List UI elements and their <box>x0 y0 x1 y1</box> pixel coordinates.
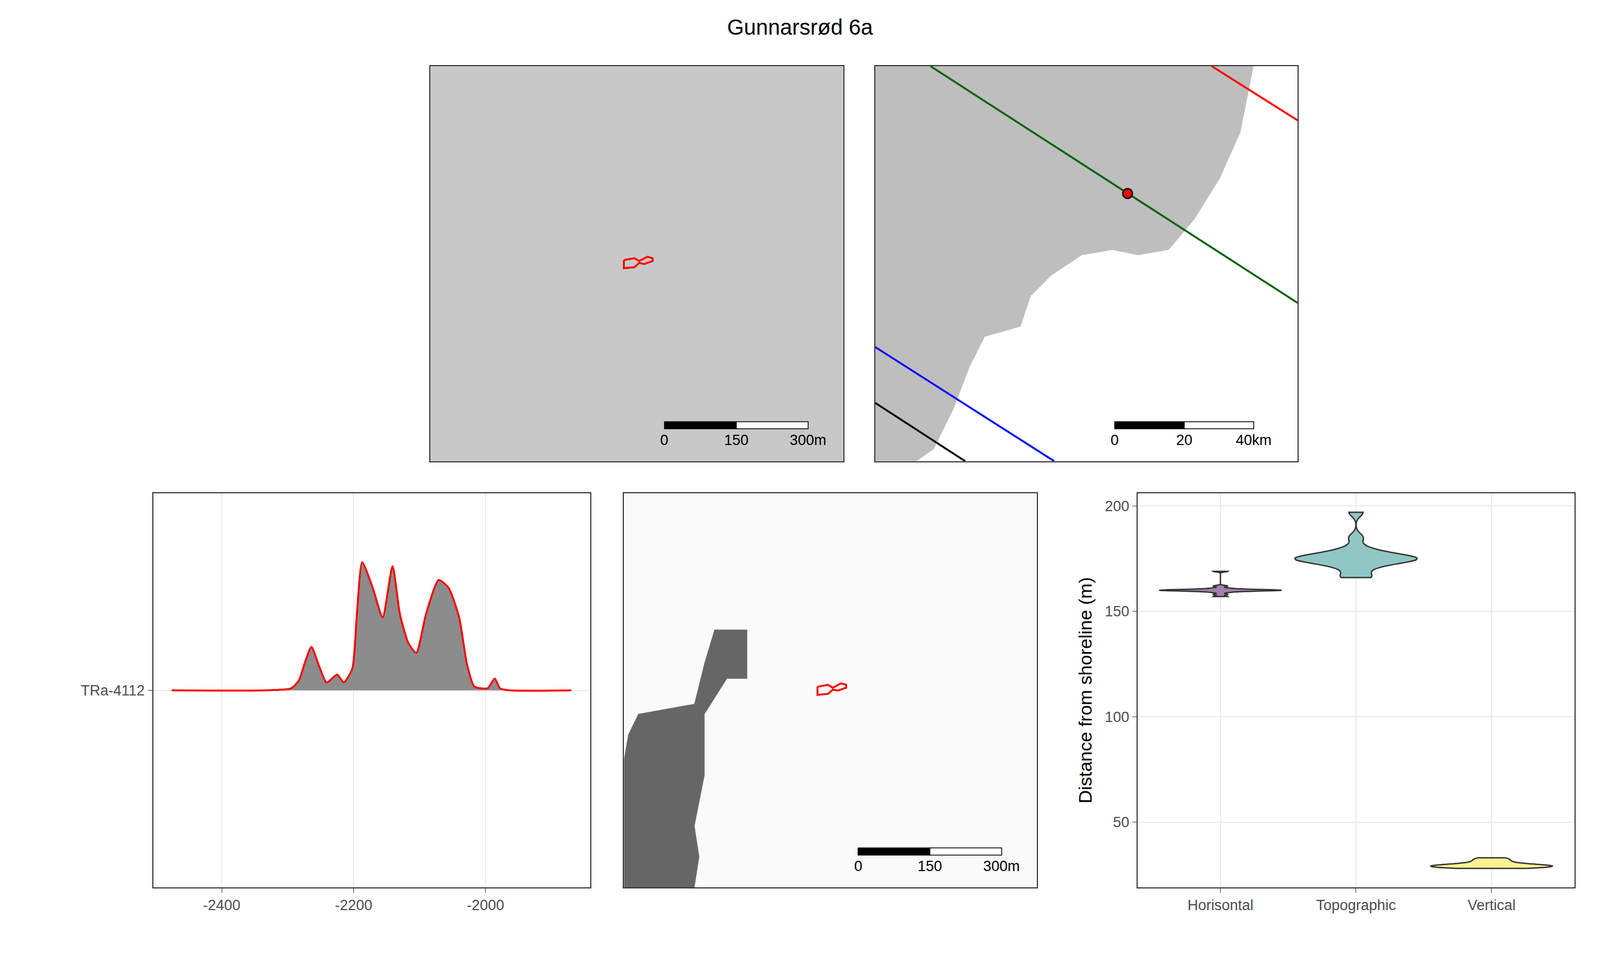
svg-text:150: 150 <box>1104 603 1129 620</box>
svg-text:200: 200 <box>1104 498 1129 515</box>
svg-text:Vertical: Vertical <box>1467 897 1516 914</box>
svg-text:300m: 300m <box>983 857 1021 875</box>
svg-text:0: 0 <box>660 431 669 449</box>
svg-text:300m: 300m <box>789 431 827 449</box>
svg-text:TRa-4112: TRa-4112 <box>80 682 145 699</box>
svg-text:Topographic: Topographic <box>1315 897 1396 914</box>
svg-text:-2200: -2200 <box>334 897 373 914</box>
svg-text:-2400: -2400 <box>203 897 241 914</box>
svg-text:40km: 40km <box>1235 431 1272 449</box>
svg-text:-2000: -2000 <box>466 897 505 914</box>
svg-text:150: 150 <box>917 857 943 875</box>
svg-text:Gunnarsrød 6a: Gunnarsrød 6a <box>726 15 874 40</box>
svg-text:Distance from shoreline (m): Distance from shoreline (m) <box>1074 577 1096 804</box>
svg-text:150: 150 <box>724 431 749 449</box>
svg-text:0: 0 <box>854 857 863 875</box>
svg-text:Horisontal: Horisontal <box>1187 897 1254 914</box>
svg-text:50: 50 <box>1112 814 1129 831</box>
svg-text:20: 20 <box>1176 431 1193 449</box>
svg-text:100: 100 <box>1104 708 1129 726</box>
svg-text:0: 0 <box>1110 431 1119 449</box>
